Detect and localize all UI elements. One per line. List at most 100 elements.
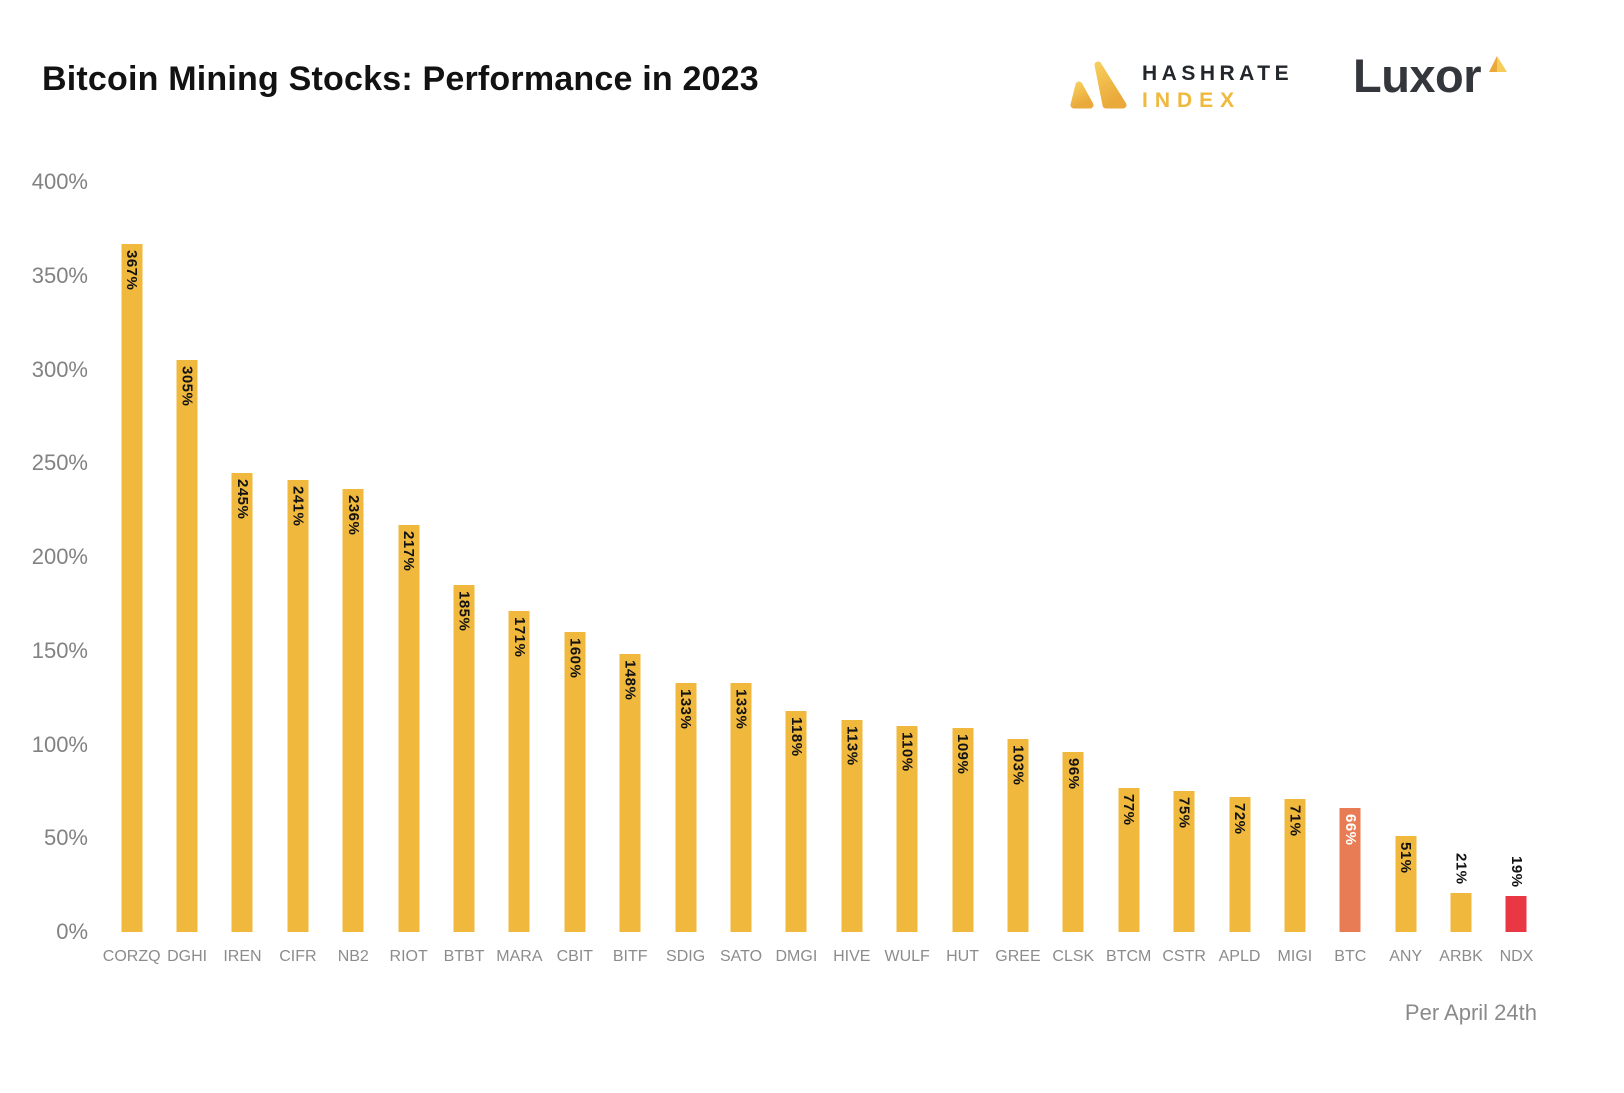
y-tick-label: 200% [31,544,88,569]
x-axis-label-CLSK: CLSK [1052,948,1095,965]
bar-BTBT [453,585,475,932]
bar-value-label-SDIG: 133% [677,689,695,730]
bar-CBIT [564,632,586,932]
bar-GREE [1007,739,1029,932]
bar-cell-CBIT: 160% CBIT [547,182,602,965]
bar-value-label-BTC: 66% [1341,814,1359,846]
bar-cell-CORZQ: 367% CORZQ [103,182,161,965]
bar-value-label-GREE: 103% [1009,745,1027,786]
bar-BITF [619,654,641,932]
hashrate-triangles-icon [1070,58,1128,117]
bar-IREN [231,473,253,932]
bar-WULF [896,726,918,932]
bar-cell-BTBT: 185% BTBT [436,182,491,965]
bar-cell-NDX: 19% NDX [1489,182,1544,965]
footer-note: Per April 24th [1404,1000,1537,1025]
x-axis-label-CBIT: CBIT [556,948,594,965]
bar-value-label-ARBK: 21% [1452,853,1470,885]
bar-HUT [952,728,974,932]
bar-HIVE [841,720,863,932]
bar-cell-CLSK: 96% CLSK [1046,182,1101,965]
x-axis-label-APLD: APLD [1218,948,1261,965]
bar-value-label-HIVE: 113% [843,726,861,766]
bar-cell-GREE: 103% GREE [990,182,1045,965]
bar-value-label-RIOT: 217% [400,531,418,572]
y-tick-label: 50% [43,825,88,851]
bar-value-label-HUT: 109% [954,734,972,775]
bar-cell-WULF: 110% WULF [879,182,934,965]
y-tick-label: 250% [31,450,88,476]
bar-value-label-CORZQ: 367% [123,250,141,291]
bar-ANY [1395,836,1417,932]
luxor-wordmark: Luxor [1353,49,1482,102]
y-tick-label: 400% [31,169,88,194]
bar-CLSK [1062,752,1084,932]
bar-cell-RIOT: 217% RIOT [381,182,436,965]
bar-cell-ARBK: 21% ARBK [1433,182,1488,965]
x-axis-label-CORZQ: CORZQ [102,948,161,965]
x-axis-label-IREN: IREN [223,948,262,965]
bar-cell-BITF: 148% BITF [603,182,658,965]
bar-value-label-BTCM: 77% [1120,794,1138,826]
y-tick-label: 350% [31,262,88,288]
y-tick-label: 300% [31,356,88,382]
x-axis-label-BTCM: BTCM [1106,948,1152,965]
bar-MIGI [1284,799,1306,932]
bar-NDX [1505,896,1527,932]
bar-BTCM [1118,788,1140,932]
bar-cell-HUT: 109% HUT [935,182,990,965]
x-axis-label-MIGI: MIGI [1277,948,1313,965]
y-tick-label: 150% [31,637,88,663]
bar-SATO [730,683,752,932]
index-text: INDEX [1142,89,1242,112]
bar-value-label-BITF: 148% [621,660,639,701]
bar-value-label-ANY: 51% [1397,842,1415,874]
x-axis-label-ANY: ANY [1389,948,1423,965]
luxor-triangle-icon [1487,54,1509,81]
bar-cell-NB2: 236% NB2 [326,182,381,965]
bar-value-label-BTBT: 185% [455,591,473,632]
bar-DGHI [176,360,198,932]
x-axis-label-NB2: NB2 [337,948,369,965]
bar-RIOT [398,525,420,932]
bar-cell-DGHI: 305% DGHI [159,182,214,965]
hashrate-index-wordmark: HASHRATE INDEX [1142,62,1293,113]
x-axis-label-ARBK: ARBK [1439,948,1483,965]
y-axis: 400% 350% 300% 250% 200% 150% 100% 50% 0% [0,169,88,944]
bar-cell-BTC: 66% BTC [1323,182,1378,965]
bar-cell-ANY: 51% ANY [1378,182,1433,965]
bar-value-label-WULF: 110% [898,732,916,772]
bar-value-label-CSTR: 75% [1175,797,1193,829]
bar-value-label-DGHI: 305% [178,366,196,407]
bar-cell-SDIG: 133% SDIG [658,182,713,965]
bar-value-label-CIFR: 241% [289,486,307,527]
x-axis-label-GREE: GREE [995,948,1041,965]
bar-cell-IREN: 245% IREN [215,182,270,965]
bar-NB2 [342,489,364,932]
plot-area: 367% CORZQ 305% DGHI 245% IREN 241% CIFR 236% NB2… [103,182,1544,965]
bar-CSTR [1173,791,1195,932]
hashrate-index-logo: HASHRATE INDEX [1070,58,1293,117]
bar-APLD [1229,797,1250,932]
bar-value-label-NDX: 19% [1507,856,1525,888]
x-axis-label-BTC: BTC [1334,948,1367,965]
bar-cell-APLD: 72% APLD [1212,182,1267,965]
x-axis-label-RIOT: RIOT [389,948,428,965]
bar-cell-CSTR: 75% CSTR [1156,182,1211,965]
x-axis-label-DGHI: DGHI [167,948,208,965]
x-axis-label-BTBT: BTBT [443,948,485,965]
bar-value-label-APLD: 72% [1231,803,1248,835]
bar-value-label-DMGI: 118% [787,717,805,757]
x-axis-label-MARA: MARA [496,948,543,965]
x-axis-label-SATO: SATO [719,948,763,965]
bar-value-label-NB2: 236% [344,495,362,536]
x-axis-label-SDIG: SDIG [666,948,706,965]
bar-cell-CIFR: 241% CIFR [270,182,325,965]
bar-value-label-IREN: 245% [233,479,251,520]
bar-cell-DMGI: 118% DMGI [769,182,824,965]
bar-value-label-CBIT: 160% [566,638,584,679]
x-axis-label-BITF: BITF [612,948,648,965]
x-axis-label-CIFR: CIFR [279,948,317,965]
bar-cell-HIVE: 113% HIVE [824,182,879,965]
